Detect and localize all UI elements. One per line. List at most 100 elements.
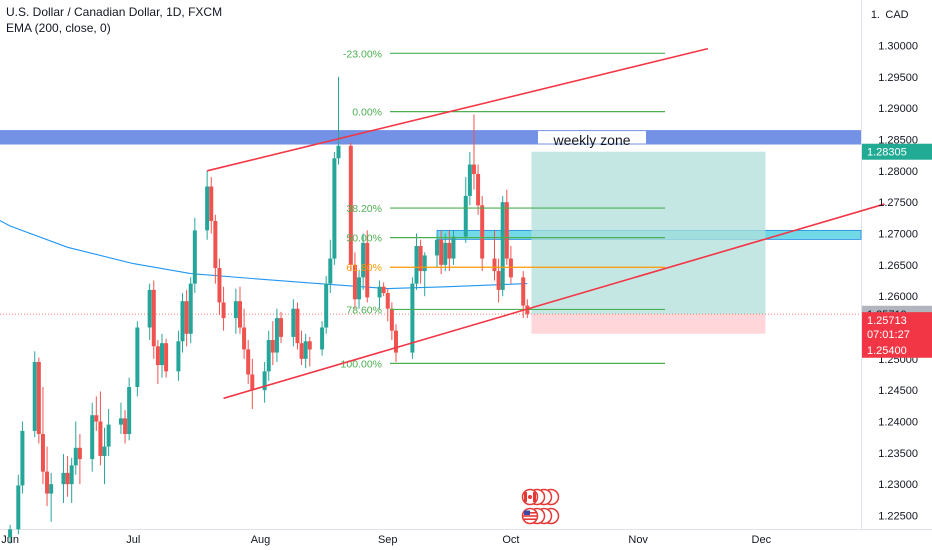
candle-body[interactable] (266, 340, 271, 372)
candle-body[interactable] (410, 283, 415, 353)
candle-body[interactable] (123, 418, 128, 435)
candle-body[interactable] (418, 246, 423, 272)
candle-body[interactable] (176, 341, 181, 372)
candle-body[interactable] (270, 340, 275, 353)
candle-body[interactable] (279, 318, 284, 337)
candle-body[interactable] (320, 327, 325, 350)
candle-body[interactable] (209, 186, 214, 221)
long-position-profit-zone[interactable] (531, 151, 766, 315)
candle-body[interactable] (237, 301, 242, 328)
candle-body[interactable] (217, 267, 222, 303)
candle-body[interactable] (106, 424, 111, 447)
candle-body[interactable] (508, 258, 513, 278)
candle-body[interactable] (348, 145, 353, 265)
x-tick-label: Oct (502, 534, 519, 546)
candle-body[interactable] (246, 349, 251, 375)
candle-body[interactable] (61, 472, 66, 485)
candle-body[interactable] (357, 277, 362, 300)
candle-body[interactable] (295, 308, 300, 344)
candle-body[interactable] (192, 230, 197, 284)
fib-level-label: 0.00% (352, 107, 382, 119)
candle-body[interactable] (381, 286, 386, 294)
candle-body[interactable] (233, 301, 238, 319)
candle-body[interactable] (98, 421, 103, 456)
candle-body[interactable] (476, 173, 481, 206)
candle-body[interactable] (135, 327, 140, 388)
candle-body[interactable] (492, 258, 497, 272)
candle-body[interactable] (8, 529, 13, 538)
usd-events-icon[interactable] (520, 507, 560, 530)
candle-body[interactable] (205, 186, 210, 231)
candle-body[interactable] (414, 246, 419, 284)
candle-body[interactable] (393, 330, 398, 353)
candle-body[interactable] (213, 220, 218, 268)
candle-body[interactable] (303, 341, 308, 359)
candle-body[interactable] (307, 341, 312, 350)
candle-body[interactable] (45, 471, 50, 494)
candle-body[interactable] (164, 343, 169, 372)
candle-body[interactable] (500, 202, 505, 290)
candle-body[interactable] (118, 418, 123, 425)
candle-body[interactable] (155, 346, 160, 366)
candle-body[interactable] (188, 283, 193, 334)
candle-body[interactable] (90, 415, 95, 460)
candle-body[interactable] (16, 485, 21, 530)
candle-body[interactable] (389, 308, 394, 331)
candle-body[interactable] (291, 308, 296, 337)
target-price-label-box (862, 143, 932, 160)
candle-body[interactable] (159, 343, 164, 366)
candle-body[interactable] (443, 242, 448, 265)
candle-body[interactable] (73, 447, 78, 466)
candle-body[interactable] (40, 434, 45, 472)
candle-body[interactable] (377, 286, 382, 298)
candle-body[interactable] (471, 164, 476, 174)
candle-body[interactable] (504, 202, 509, 259)
candle-body[interactable] (65, 472, 70, 485)
candle-body[interactable] (451, 236, 456, 259)
candle-body[interactable] (262, 371, 267, 391)
candle-body[interactable] (49, 484, 54, 494)
candle-body[interactable] (336, 145, 341, 159)
candle-body[interactable] (521, 277, 526, 306)
candle-body[interactable] (324, 283, 329, 328)
candle-body[interactable] (447, 242, 452, 259)
candle-body[interactable] (365, 242, 370, 298)
candle-body[interactable] (180, 301, 185, 342)
candle-body[interactable] (69, 465, 74, 485)
candle-body[interactable] (422, 255, 427, 272)
candle-body[interactable] (36, 361, 41, 435)
candle-body[interactable] (467, 164, 472, 196)
candle-body[interactable] (184, 301, 189, 334)
candle-body[interactable] (77, 447, 82, 460)
candle-body[interactable] (221, 302, 226, 319)
candle-body[interactable] (463, 195, 468, 237)
candle-body[interactable] (127, 387, 132, 435)
candle-body[interactable] (32, 361, 37, 431)
cad-events-icon[interactable] (520, 488, 560, 511)
candle-body[interactable] (242, 327, 247, 350)
candle-body[interactable] (435, 239, 440, 256)
candle-body[interactable] (328, 258, 333, 284)
long-position-loss-zone[interactable] (531, 314, 766, 334)
candle-body[interactable] (439, 239, 444, 265)
candle-body[interactable] (496, 271, 501, 290)
weekly-zone[interactable] (0, 130, 861, 145)
candle-body[interactable] (147, 289, 152, 328)
candle-body[interactable] (20, 430, 25, 486)
candle-body[interactable] (299, 343, 304, 359)
candle-body[interactable] (151, 289, 156, 347)
candle-body[interactable] (480, 205, 485, 259)
candle-body[interactable] (250, 374, 255, 391)
candle-body[interactable] (332, 158, 337, 259)
trendline[interactable] (206, 47, 709, 172)
candle-body[interactable] (274, 318, 279, 353)
candle-body[interactable] (385, 293, 390, 309)
indicator-label[interactable]: EMA (200, close, 0) (6, 21, 111, 35)
candle-body[interactable] (361, 242, 366, 278)
candle-body[interactable] (94, 415, 99, 422)
candle-body[interactable] (102, 446, 107, 456)
trendline[interactable] (223, 203, 885, 400)
candle-body[interactable] (352, 264, 357, 300)
x-tick-label: Sep (378, 534, 398, 546)
